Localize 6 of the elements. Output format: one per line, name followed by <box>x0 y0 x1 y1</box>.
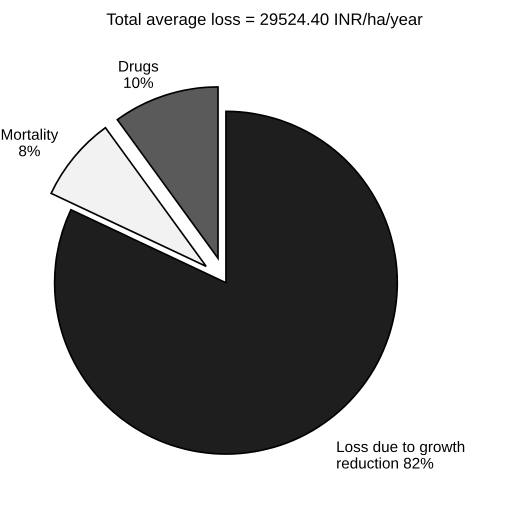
data-label: 10% <box>124 77 154 88</box>
slice-label: Loss due to growth reduction 82% <box>337 440 464 469</box>
slice-label: Drugs <box>119 60 158 75</box>
data-label: 8% <box>19 146 40 156</box>
chart-title: Total average loss = 29524.40 INR/ha/year <box>106 12 422 28</box>
slice-label: Mortality <box>2 128 58 143</box>
